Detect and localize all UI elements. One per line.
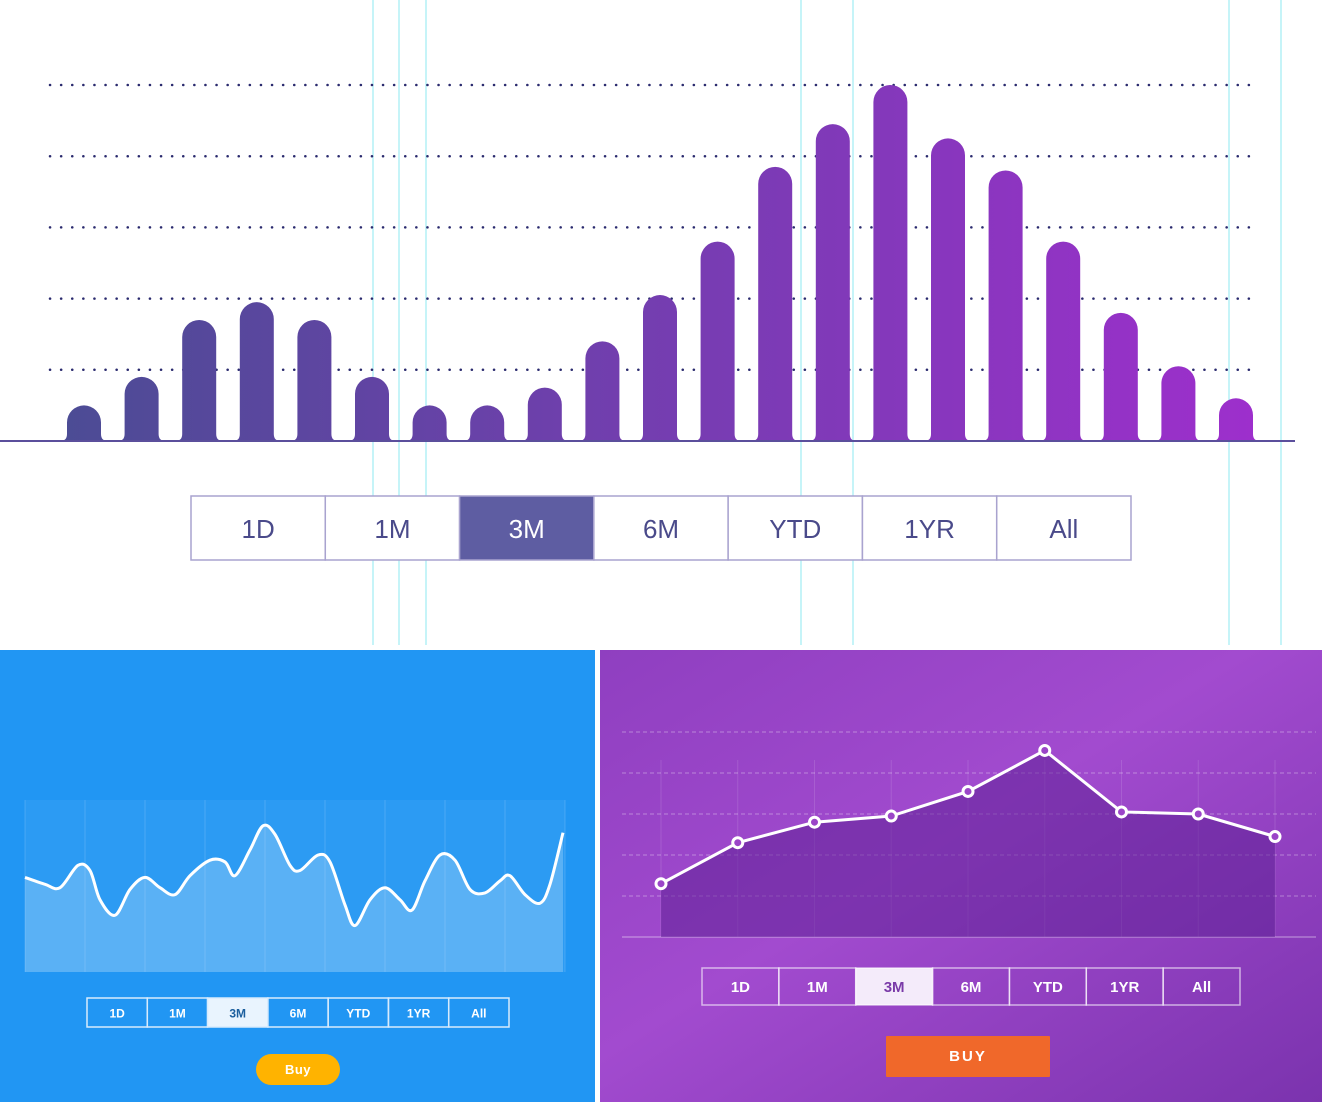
range-button-label: 1YR — [1110, 979, 1139, 996]
point — [808, 815, 821, 829]
plot-area — [25, 800, 565, 972]
range-button[interactable] — [593, 495, 729, 561]
bar — [751, 166, 800, 441]
action-button[interactable] — [886, 1036, 1050, 1077]
point — [884, 809, 898, 823]
range-button-label: 6M — [643, 514, 679, 544]
area — [25, 825, 563, 972]
bar — [1039, 241, 1088, 441]
bar — [578, 341, 627, 441]
range-button-label: 6M — [961, 979, 982, 996]
bar — [232, 302, 281, 441]
point — [1115, 805, 1128, 819]
bar — [463, 405, 512, 441]
bar — [924, 138, 972, 441]
bar — [348, 376, 396, 441]
point — [731, 836, 745, 850]
range-button[interactable] — [458, 495, 595, 561]
bar — [636, 295, 684, 441]
range-button-label: YTD — [346, 1007, 370, 1021]
bar — [1154, 366, 1203, 441]
bar — [117, 376, 166, 441]
range-button[interactable] — [854, 967, 934, 1006]
range-button-label: 1D — [731, 979, 750, 996]
point — [654, 877, 668, 891]
bar — [1212, 398, 1260, 441]
point — [1038, 743, 1052, 757]
range-button[interactable] — [324, 495, 461, 561]
range-button-label: 1YR — [904, 514, 955, 544]
range-button[interactable] — [861, 495, 998, 561]
action-button-label: Buy — [285, 1062, 311, 1077]
range-button[interactable] — [447, 997, 510, 1028]
point — [1191, 807, 1205, 821]
range-button[interactable] — [995, 495, 1132, 561]
range-button-label: 1M — [374, 514, 410, 544]
bar — [290, 319, 339, 441]
range-button[interactable] — [190, 495, 327, 561]
range-button-label: All — [471, 1007, 486, 1021]
range-button[interactable] — [1162, 967, 1241, 1006]
range-button-label: 3M — [229, 1007, 246, 1021]
bar — [866, 85, 915, 441]
range-button-label: All — [1192, 979, 1211, 996]
range-button-label: 1D — [242, 514, 275, 544]
range-button-label: YTD — [769, 514, 821, 544]
bar — [693, 241, 742, 441]
range-button[interactable] — [727, 495, 864, 561]
bar — [981, 170, 1030, 441]
guide-lines — [372, 0, 1282, 645]
point — [961, 784, 975, 798]
range-button-label: All — [1049, 514, 1078, 544]
bar — [1096, 312, 1145, 441]
line — [24, 823, 565, 928]
bar — [808, 124, 857, 441]
bar — [520, 387, 569, 441]
area — [661, 750, 1275, 937]
range-button-label: YTD — [1033, 979, 1063, 996]
bar — [405, 405, 454, 441]
point — [1268, 830, 1282, 844]
range-button-label: 1M — [807, 979, 828, 996]
range-button-label: 1M — [169, 1007, 186, 1021]
range-button-label: 1D — [109, 1007, 125, 1021]
range-button-label: 3M — [509, 514, 545, 544]
range-button-label: 3M — [884, 979, 905, 996]
range-button-label: 1YR — [407, 1007, 431, 1021]
charts: 1D 1M 3M 6M YTD 1YR All 1D 1M 3M 6M YTD 1YR All Buy 1D 1… — [0, 83, 1316, 1085]
action-button[interactable] — [256, 1054, 340, 1085]
range-button-label: 6M — [290, 1007, 307, 1021]
action-button-label: BUY — [949, 1048, 987, 1065]
bar — [60, 405, 108, 441]
bar — [175, 319, 224, 441]
